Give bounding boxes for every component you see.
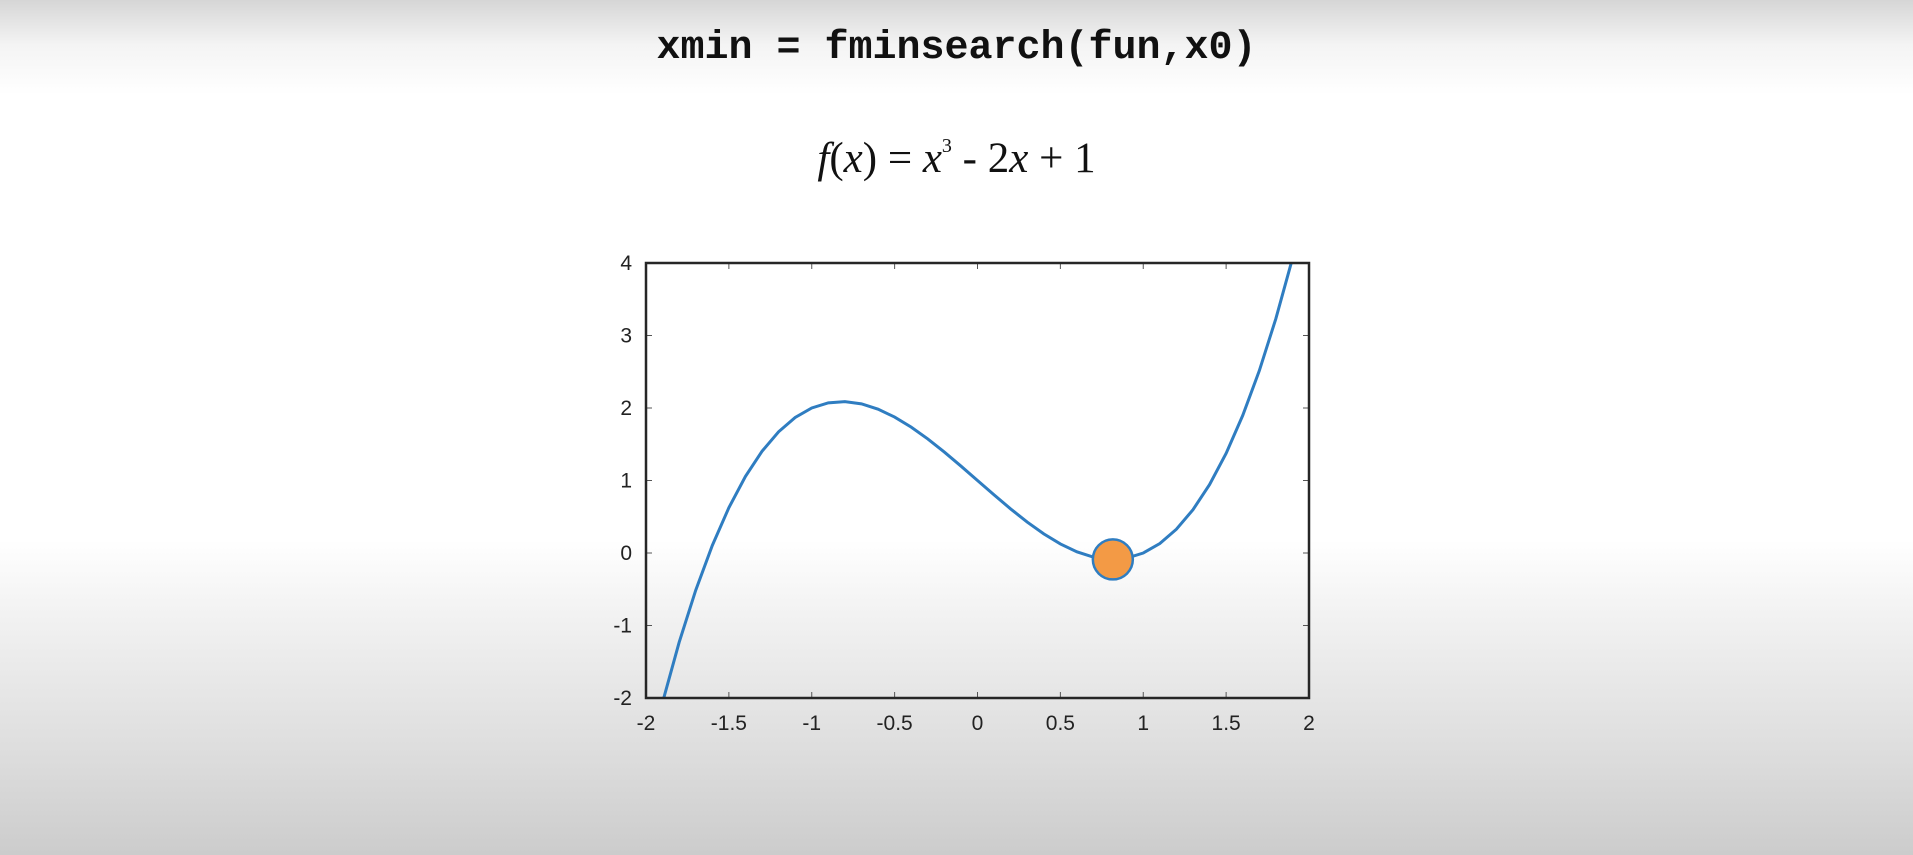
y-tick-label: 3 xyxy=(620,325,632,348)
formula-x3: x xyxy=(1009,135,1029,182)
x-tick-label: 0.5 xyxy=(1046,712,1075,735)
x-tick-label: -2 xyxy=(637,712,656,735)
minimum-marker xyxy=(1091,538,1135,581)
y-tick-label: -1 xyxy=(613,615,632,638)
formula-f: f xyxy=(817,135,830,182)
x-tick-label: -1 xyxy=(802,712,821,735)
y-tick-label: 2 xyxy=(620,397,632,420)
formula-exponent: 3 xyxy=(941,135,952,157)
y-tick-label: 4 xyxy=(620,252,632,275)
function-formula: f(x) = x3 - 2x + 1 xyxy=(0,134,1913,183)
y-tick-labels: -2 -1 0 1 2 3 4 xyxy=(613,252,632,710)
formula-x1: x xyxy=(843,135,863,182)
code-line: xmin = fminsearch(fun,x0) xyxy=(656,26,1257,71)
x-tick-label: -0.5 xyxy=(877,712,913,735)
series-line xyxy=(662,263,1293,698)
formula-x2: x xyxy=(922,135,942,182)
x-tick-labels: -2 -1.5 -1 -0.5 0 0.5 1 1.5 2 xyxy=(637,712,1315,735)
x-tick-label: 2 xyxy=(1303,712,1315,735)
formula-open: ( xyxy=(829,135,844,182)
y-tick-label: -2 xyxy=(613,687,632,710)
x-tick-label: -1.5 xyxy=(711,712,747,735)
formula-mid: - 2 xyxy=(951,135,1010,182)
x-tick-label: 1 xyxy=(1137,712,1149,735)
plot-frame xyxy=(644,261,1311,700)
y-tick-label: 0 xyxy=(620,542,632,565)
x-tick-label: 1.5 xyxy=(1212,712,1241,735)
x-tick-label: 0 xyxy=(972,712,984,735)
formula-close-eq: ) = xyxy=(862,135,923,182)
formula-tail: + 1 xyxy=(1028,135,1096,182)
y-tick-label: 1 xyxy=(620,470,632,493)
